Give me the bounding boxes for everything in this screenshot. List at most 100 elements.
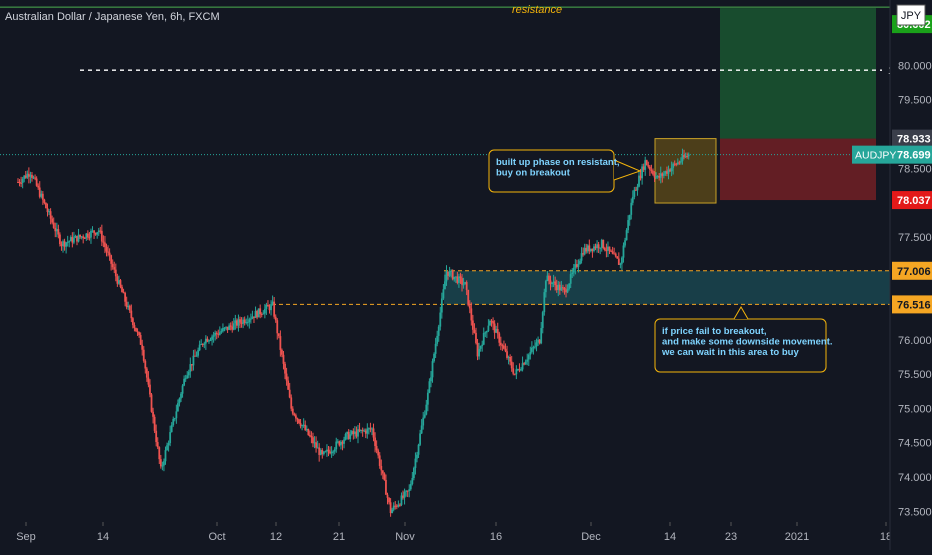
candle-body [352, 431, 355, 435]
candle-body [681, 155, 684, 162]
candle-body [383, 473, 386, 480]
candle-body [540, 328, 543, 344]
candle-body [683, 155, 685, 158]
candle-body [476, 342, 479, 357]
candle-body [627, 220, 630, 231]
x-tick-label: 14 [664, 531, 676, 543]
candle-body [558, 284, 561, 291]
candle-body [298, 419, 300, 424]
candle-body [245, 322, 248, 324]
candle-body [267, 304, 269, 307]
consolidation-box [654, 138, 717, 204]
candle-body [209, 339, 212, 341]
candle-body [62, 241, 64, 247]
candle-body [507, 357, 510, 359]
candle-body [678, 162, 681, 164]
candle-body [302, 424, 305, 426]
candle-body [155, 430, 158, 443]
candle-body [482, 333, 485, 345]
candle-body [369, 428, 372, 430]
annotation-text: buy on breakout [496, 168, 571, 179]
candle-body [506, 351, 508, 358]
candle-body [201, 344, 204, 346]
candle-body [464, 282, 467, 285]
candle-body [121, 286, 123, 293]
currency-label: JPY [901, 10, 922, 22]
candle-body [512, 368, 515, 374]
candle-body [315, 442, 317, 448]
candle-body [624, 240, 626, 246]
candle-body [673, 163, 676, 165]
candle-body [222, 328, 224, 332]
candle-body [102, 241, 105, 243]
x-tick-label: 12 [270, 531, 282, 543]
candle-body [32, 177, 35, 179]
candle-body [80, 236, 83, 238]
candle-body [405, 490, 408, 492]
candle-body [17, 182, 19, 184]
candle-body [293, 413, 296, 416]
candle-body [338, 441, 341, 446]
candle-body [268, 306, 271, 311]
candle-body [628, 214, 631, 221]
candle-body [83, 237, 86, 239]
candle-body [541, 312, 544, 329]
candle-body [324, 451, 327, 453]
candle-body [680, 161, 682, 163]
candle-body [344, 434, 347, 440]
y-tick-label: 73.500 [898, 506, 932, 518]
candle-body [605, 250, 608, 252]
candle-body [236, 320, 238, 326]
candle-body [406, 490, 409, 492]
annotation-text: we can wait in this area to buy [661, 347, 799, 358]
candle-body [397, 504, 400, 507]
candle-body [136, 331, 139, 333]
candle-body [24, 175, 27, 178]
candle-body [223, 327, 226, 329]
candle-body [630, 202, 633, 215]
candle-body [440, 298, 443, 313]
candle-body [114, 269, 117, 277]
candle-body [69, 237, 72, 242]
candle-body [538, 339, 541, 344]
annotation-callout[interactable]: if price fail to breakout,and make some … [654, 306, 833, 373]
candle-body [523, 363, 526, 365]
y-tick-label: 78.500 [898, 163, 932, 175]
candle-body [234, 320, 237, 324]
candle-body [220, 331, 223, 333]
annotation-callout[interactable]: built up phase on resistant,buy on break… [488, 149, 642, 193]
candle-body [208, 340, 210, 342]
candle-body [672, 163, 675, 168]
candle-body [639, 175, 642, 179]
candle-body [68, 241, 71, 243]
candle-body [181, 385, 184, 394]
candle-body [48, 211, 50, 213]
candle-body [503, 345, 505, 349]
accumulation-zone [444, 270, 890, 305]
candle-body [546, 275, 549, 282]
candle-body [636, 186, 639, 191]
candle-body [45, 202, 47, 209]
candle-body [66, 241, 69, 243]
candle-body [124, 292, 127, 302]
candle-body [248, 319, 251, 323]
candle-body [557, 284, 560, 291]
candle-body [582, 253, 585, 255]
candle-body [576, 264, 578, 267]
candle-body [638, 175, 640, 187]
candle-body [177, 403, 179, 412]
candle-body [465, 282, 468, 290]
candle-body [641, 166, 644, 179]
candle-body [72, 237, 75, 243]
candle-body [492, 321, 494, 324]
candle-body [473, 329, 476, 333]
candle-body [139, 335, 142, 345]
candle-body [79, 234, 81, 237]
candle-body [537, 339, 539, 343]
candle-body [676, 162, 679, 165]
candle-body [617, 258, 620, 265]
box-top-price-tag: 78.933 [892, 129, 932, 148]
candle-body [277, 333, 280, 337]
candle-body [563, 288, 566, 290]
